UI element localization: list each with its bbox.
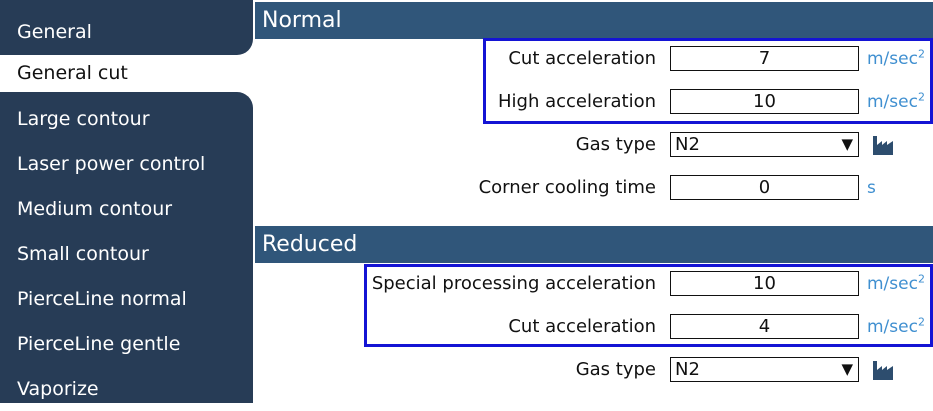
sidebar: General General cut Large contour Laser … — [0, 0, 253, 403]
row-gas-type: Gas type N2 ▼ — [255, 129, 933, 161]
field-label: Special processing acceleration — [371, 273, 656, 294]
factory-icon[interactable] — [872, 359, 894, 381]
row-reduced-cut-acceleration: Cut acceleration 4 m/sec2 — [255, 311, 933, 343]
section-title: Normal — [262, 8, 342, 33]
sidebar-item-pierceline-normal[interactable]: PierceLine normal — [0, 277, 253, 322]
row-high-acceleration: High acceleration 10 m/sec2 — [255, 86, 933, 118]
unit-label: s — [867, 178, 876, 198]
sidebar-item-label: Medium contour — [17, 198, 173, 220]
section-header-normal: Normal — [255, 2, 933, 39]
unit-label: m/sec2 — [867, 47, 925, 69]
field-label: Cut acceleration — [508, 48, 656, 69]
sidebar-item-pierceline-gentle[interactable]: PierceLine gentle — [0, 322, 253, 367]
gas-type-value: N2 — [675, 359, 700, 380]
corner-cooling-time-input[interactable]: 0 — [670, 175, 859, 200]
sidebar-item-label: Small contour — [17, 243, 149, 265]
sidebar-item-label: Large contour — [17, 108, 150, 130]
sidebar-item-general[interactable]: General — [0, 10, 253, 55]
row-corner-cooling-time: Corner cooling time 0 s — [255, 172, 933, 204]
dropdown-arrow-icon: ▼ — [841, 360, 853, 378]
unit-label: m/sec2 — [867, 315, 925, 337]
sidebar-item-medium-contour[interactable]: Medium contour — [0, 187, 253, 232]
reduced-gas-type-select[interactable]: N2 ▼ — [670, 357, 859, 382]
sidebar-item-large-contour[interactable]: Large contour — [0, 92, 253, 144]
field-label: Corner cooling time — [478, 177, 656, 198]
unit-label: m/sec2 — [867, 90, 925, 112]
cut-acceleration-input[interactable]: 7 — [670, 46, 859, 71]
sidebar-top-strip — [0, 0, 253, 10]
gas-type-value: N2 — [675, 134, 700, 155]
sidebar-item-label: Vaporize — [17, 378, 99, 400]
sidebar-item-label: General cut — [17, 62, 128, 84]
section-title: Reduced — [262, 232, 358, 257]
sidebar-item-label: Laser power control — [17, 153, 206, 175]
special-processing-acceleration-input[interactable]: 10 — [670, 271, 859, 296]
sidebar-item-small-contour[interactable]: Small contour — [0, 232, 253, 277]
reduced-cut-acceleration-input[interactable]: 4 — [670, 314, 859, 339]
factory-icon[interactable] — [872, 134, 894, 156]
row-special-processing-acceleration: Special processing acceleration 10 m/sec… — [255, 268, 933, 300]
field-label: Gas type — [575, 359, 656, 380]
sidebar-item-laser-power-control[interactable]: Laser power control — [0, 142, 253, 187]
field-label: Gas type — [575, 134, 656, 155]
row-reduced-gas-type: Gas type N2 ▼ — [255, 354, 933, 386]
high-acceleration-input[interactable]: 10 — [670, 89, 859, 114]
sidebar-item-label: PierceLine normal — [17, 288, 187, 310]
unit-label: m/sec2 — [867, 272, 925, 294]
sidebar-item-label: General — [17, 21, 92, 43]
field-label: High acceleration — [498, 91, 656, 112]
sidebar-item-general-cut[interactable]: General cut — [12, 55, 253, 92]
sidebar-item-vaporize[interactable]: Vaporize — [0, 367, 253, 403]
section-header-reduced: Reduced — [255, 226, 933, 263]
sidebar-item-label: PierceLine gentle — [17, 333, 181, 355]
gas-type-select[interactable]: N2 ▼ — [670, 132, 859, 157]
row-cut-acceleration: Cut acceleration 7 m/sec2 — [255, 43, 933, 75]
field-label: Cut acceleration — [508, 316, 656, 337]
dropdown-arrow-icon: ▼ — [841, 135, 853, 153]
